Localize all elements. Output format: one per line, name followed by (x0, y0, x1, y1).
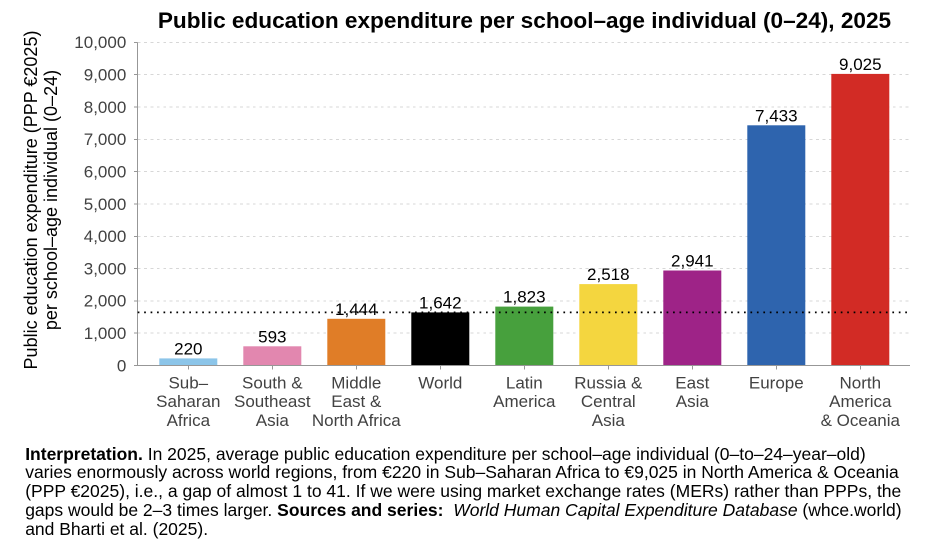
svg-text:South &: South & (242, 373, 303, 392)
svg-text:6,000: 6,000 (84, 162, 127, 181)
svg-text:2,518: 2,518 (587, 265, 630, 284)
svg-text:Europe: Europe (749, 373, 804, 392)
svg-text:0: 0 (117, 356, 126, 375)
svg-text:Russia &: Russia & (574, 373, 643, 392)
svg-text:Sub–: Sub– (168, 373, 208, 392)
svg-text:World: World (418, 373, 462, 392)
svg-text:9,025: 9,025 (839, 55, 882, 74)
svg-text:East &: East & (331, 392, 382, 411)
svg-text:Asia: Asia (592, 411, 626, 430)
svg-text:1,444: 1,444 (335, 300, 378, 319)
svg-text:Public education expenditure (: Public education expenditure (PPP €2025) (21, 31, 41, 370)
svg-text:Africa: Africa (167, 411, 211, 430)
svg-text:North: North (840, 373, 882, 392)
svg-text:America: America (493, 392, 556, 411)
svg-text:Middle: Middle (331, 373, 381, 392)
svg-text:per school–age individual (0–2: per school–age individual (0–24) (41, 70, 61, 330)
svg-text:Public education expenditure p: Public education expenditure per school–… (158, 8, 891, 33)
svg-text:5,000: 5,000 (84, 195, 127, 214)
svg-text:Asia: Asia (256, 411, 290, 430)
svg-text:Asia: Asia (676, 392, 710, 411)
svg-text:593: 593 (258, 327, 286, 346)
svg-text:& Oceania: & Oceania (821, 411, 901, 430)
svg-text:2,941: 2,941 (671, 252, 714, 271)
svg-text:220: 220 (174, 340, 202, 359)
svg-text:9,000: 9,000 (84, 66, 127, 85)
svg-text:Southeast: Southeast (234, 392, 311, 411)
svg-text:3,000: 3,000 (84, 259, 127, 278)
svg-text:10,000: 10,000 (74, 33, 126, 52)
svg-text:East: East (675, 373, 709, 392)
svg-text:Saharan: Saharan (156, 392, 220, 411)
svg-text:4,000: 4,000 (84, 227, 127, 246)
svg-text:2,000: 2,000 (84, 292, 127, 311)
svg-text:7,000: 7,000 (84, 130, 127, 149)
svg-text:1,642: 1,642 (419, 294, 462, 313)
svg-text:North Africa: North Africa (312, 411, 401, 430)
svg-text:1,823: 1,823 (503, 288, 546, 307)
svg-text:Latin: Latin (506, 373, 543, 392)
svg-text:America: America (829, 392, 892, 411)
svg-text:Central: Central (581, 392, 636, 411)
svg-text:7,433: 7,433 (755, 106, 798, 125)
svg-text:8,000: 8,000 (84, 98, 127, 117)
svg-text:1,000: 1,000 (84, 324, 127, 343)
